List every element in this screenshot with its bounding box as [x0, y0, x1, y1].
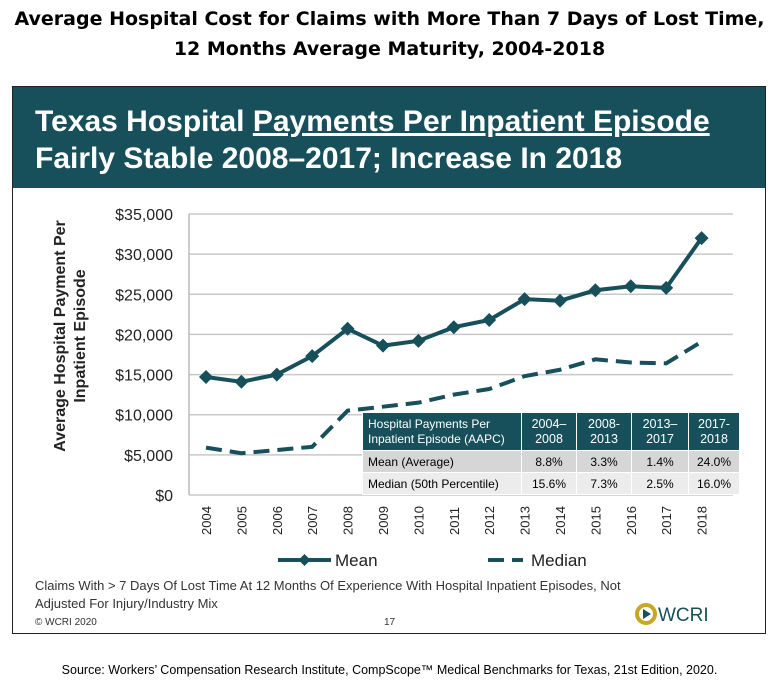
x-tick-label: 2014: [553, 506, 568, 535]
data-point-mean: [234, 374, 249, 389]
y-tick-label: $15,000: [115, 368, 173, 385]
banner-underlined-text: Payments Per Inpatient Episode: [252, 105, 710, 138]
y-axis-label-line2: Inpatient Episode: [72, 269, 89, 402]
aapc-table: Hospital Payments Per Inpatient Episode …: [362, 412, 740, 495]
footnote-line1: Claims With > 7 Days Of Lost Time At 12 …: [35, 578, 621, 593]
x-tick-label: 2012: [482, 506, 497, 535]
y-axis-label-line1: Average Hospital Payment Per: [52, 220, 69, 452]
chart-title-line1: Average Hospital Cost for Claims with Mo…: [14, 8, 765, 30]
footnote-line2: Adjusted For Injury/Industry Mix: [35, 596, 218, 611]
table-cell: Mean (Average): [362, 450, 522, 473]
y-tick-label: $5,000: [124, 448, 173, 465]
x-tick-label: 2009: [376, 506, 391, 535]
y-tick-label: $30,000: [115, 247, 173, 264]
x-tick-label: 2010: [411, 506, 426, 535]
data-point-mean: [411, 333, 426, 348]
legend: Mean Median: [278, 551, 587, 570]
table-cell: 3.3%: [576, 450, 632, 473]
data-point-mean: [305, 349, 320, 364]
y-tick-label: $35,000: [115, 207, 173, 224]
slide-banner: Texas Hospital Payments Per Inpatient Ep…: [13, 87, 765, 188]
data-point-mean: [340, 321, 355, 336]
series-line-median: [205, 339, 703, 456]
table-header-row: Hospital Payments Per Inpatient Episode …: [362, 412, 740, 451]
data-point-mean: [482, 312, 497, 327]
table-cell: 7.3%: [576, 472, 632, 495]
data-point-mean: [659, 280, 674, 295]
table-row: Median (50th Percentile) 15.6% 7.3% 2.5%…: [362, 472, 740, 495]
data-point-mean: [553, 293, 567, 308]
y-tick-label: $10,000: [115, 408, 173, 425]
slide: Texas Hospital Payments Per Inpatient Ep…: [12, 86, 766, 634]
table-cell: Median (50th Percentile): [362, 472, 522, 495]
table-header-cell: 2008-2013: [576, 412, 632, 451]
y-tick-label: $20,000: [115, 327, 173, 344]
legend-mean-label: Mean: [335, 551, 378, 570]
x-tick-label: 2007: [305, 506, 320, 535]
data-point-mean: [376, 338, 390, 353]
source-note: Source: Workers’ Compensation Research I…: [61, 663, 718, 677]
logo-text: WCRI: [658, 605, 709, 626]
banner-line2: Fairly Stable 2008–2017; Increase In 201…: [35, 142, 623, 175]
table-cell: 2.5%: [631, 472, 689, 495]
banner-text: Texas Hospital: [35, 105, 253, 138]
x-tick-label: 2015: [588, 506, 603, 535]
x-tick-label: 2006: [270, 506, 285, 535]
data-point-mean: [694, 231, 709, 246]
data-point-mean: [199, 369, 213, 384]
x-tick-label: 2013: [518, 506, 533, 535]
copyright: © WCRI 2020: [35, 617, 97, 628]
banner-line1: Texas Hospital Payments Per Inpatient Ep…: [35, 104, 710, 140]
x-tick-label: 2017: [659, 506, 674, 535]
data-point-mean: [446, 320, 461, 335]
chart-title-line2: 12 Months Average Maturity, 2004-2018: [173, 38, 606, 60]
legend-mean-marker: [298, 554, 311, 566]
x-tick-label: 2018: [695, 506, 710, 535]
table-cell: 1.4%: [631, 450, 689, 473]
x-tick-label: 2011: [447, 507, 462, 535]
table-row: Mean (Average) 8.8% 3.3% 1.4% 24.0%: [362, 450, 740, 473]
y-tick-label: $0: [155, 488, 173, 505]
x-tick-label: 2008: [341, 506, 356, 535]
x-tick-label: 2016: [624, 506, 639, 535]
x-tick-label: 2004: [199, 506, 214, 535]
table-header-cell: 2013–2017: [631, 412, 689, 451]
data-point-mean: [517, 292, 532, 307]
data-point-mean: [623, 279, 638, 294]
y-tick-label: $25,000: [115, 287, 173, 304]
table-header-cell: 2004–2008: [521, 412, 577, 451]
table-cell: 8.8%: [521, 450, 577, 473]
data-point-mean: [269, 367, 284, 382]
table-header-cell: Hospital Payments Per Inpatient Episode …: [362, 412, 522, 451]
table-cell: 16.0%: [688, 472, 740, 495]
page-number: 17: [384, 617, 396, 628]
line-chart: $0 $5,000 $10,000 $15,000 $20,000 $25,000 $30,…: [52, 207, 733, 626]
data-point-mean: [588, 283, 603, 298]
x-tick-label: 2005: [234, 506, 249, 535]
legend-median-label: Median: [531, 551, 587, 570]
wcri-logo: WCRI: [635, 603, 709, 626]
table-header-cell: 2017-2018: [688, 412, 740, 451]
table-cell: 24.0%: [688, 450, 740, 473]
table-cell: 15.6%: [521, 472, 577, 495]
